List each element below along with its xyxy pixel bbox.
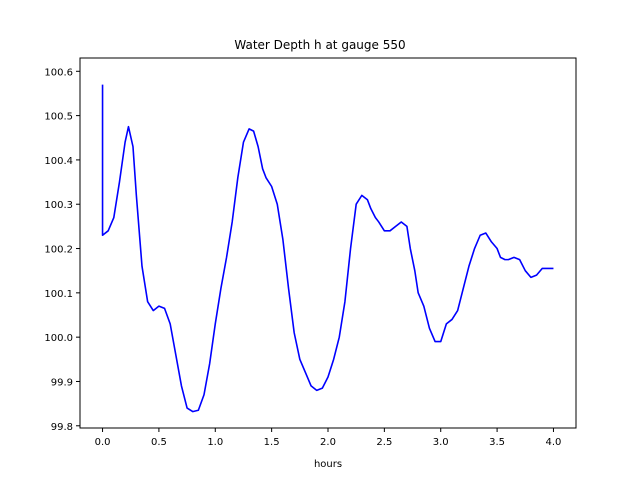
y-tick-label: 100.3 bbox=[44, 200, 73, 211]
y-tick-label: 100.5 bbox=[44, 112, 73, 123]
x-tick-label: 1.0 bbox=[207, 437, 223, 448]
y-tick-label: 100.2 bbox=[44, 245, 73, 256]
x-ticks: 0.0 0.5 1.0 1.5 2.0 2.5 3.0 3.5 4.0 bbox=[95, 428, 562, 448]
y-tick-label: 100.4 bbox=[44, 156, 73, 167]
y-tick-label: 100.1 bbox=[44, 289, 73, 300]
x-tick-label: 2.5 bbox=[376, 437, 392, 448]
series-line-0 bbox=[101, 84, 554, 413]
x-tick-label: 1.5 bbox=[264, 437, 280, 448]
x-tick-label: 4.0 bbox=[546, 437, 562, 448]
chart-title: Water Depth h at gauge 550 bbox=[234, 38, 405, 52]
x-tick-label: 0.0 bbox=[95, 437, 111, 448]
x-axis-label: hours bbox=[314, 459, 342, 470]
y-tick-label: 99.8 bbox=[51, 422, 73, 433]
x-tick-label: 3.5 bbox=[489, 437, 505, 448]
x-tick-label: 2.0 bbox=[320, 437, 336, 448]
series-layer bbox=[101, 84, 554, 413]
y-tick-label: 100.0 bbox=[44, 333, 73, 344]
x-tick-label: 0.5 bbox=[151, 437, 167, 448]
x-tick-label: 3.0 bbox=[433, 437, 449, 448]
y-tick-label: 100.6 bbox=[44, 67, 73, 78]
plot-area bbox=[79, 57, 577, 429]
y-ticks: 99.8 99.9 100.0 100.1 100.2 100.3 100.4 100.5 10… bbox=[44, 67, 80, 433]
plot-frame bbox=[79, 57, 577, 429]
y-tick-label: 99.9 bbox=[51, 377, 73, 388]
